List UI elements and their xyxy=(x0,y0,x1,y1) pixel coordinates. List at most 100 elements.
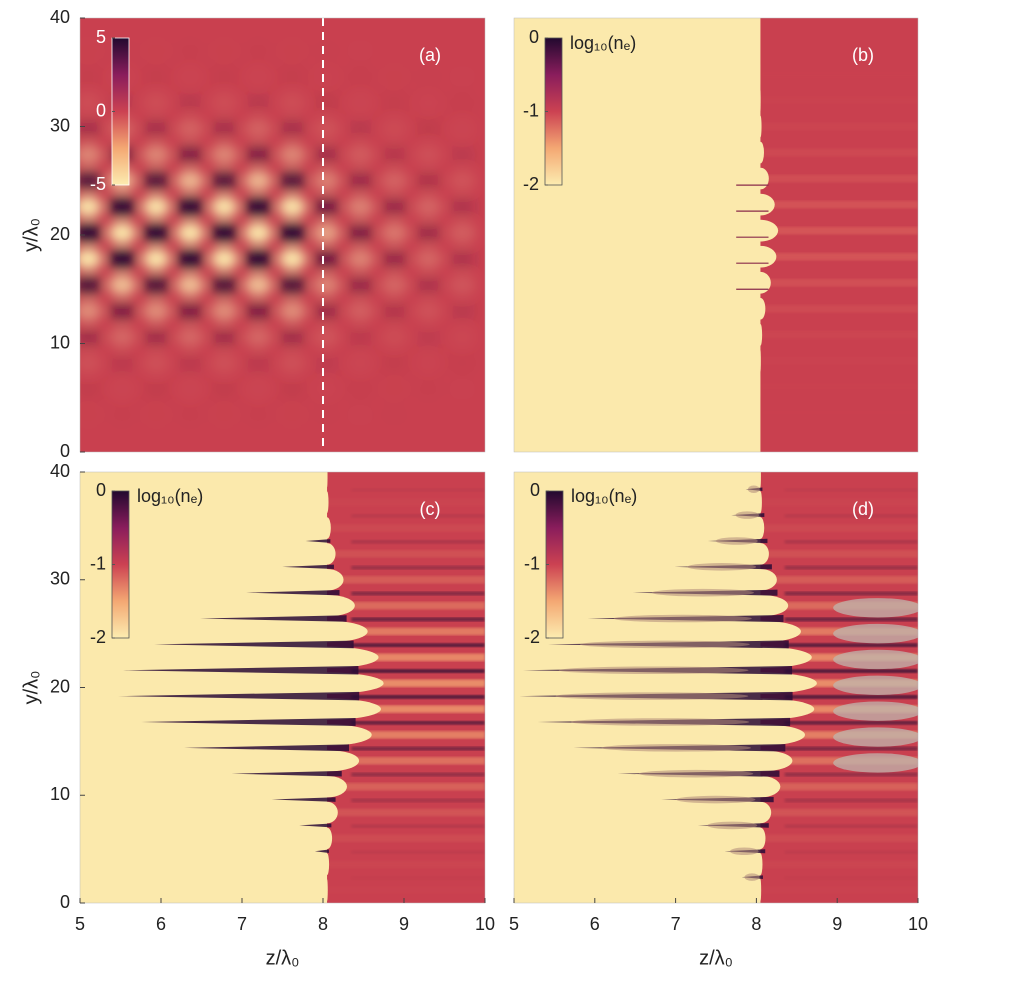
dark-streak xyxy=(351,850,485,854)
streak xyxy=(327,731,485,739)
bulge xyxy=(732,594,789,617)
field-blob xyxy=(244,352,272,374)
bulge xyxy=(743,568,777,591)
dark-streak xyxy=(785,876,918,880)
streak xyxy=(327,860,485,868)
field-blob xyxy=(380,143,409,166)
streak xyxy=(760,524,918,532)
field-blob xyxy=(312,66,340,88)
spike-halo xyxy=(613,614,752,623)
field-blob xyxy=(278,404,306,426)
grain-blob xyxy=(833,675,918,696)
bulge xyxy=(275,646,379,669)
bulge xyxy=(719,620,801,643)
field-blob xyxy=(80,300,102,322)
field-blob xyxy=(142,248,170,270)
spike xyxy=(299,823,332,828)
field-blob xyxy=(278,14,306,36)
field-blob xyxy=(244,430,272,452)
field-blob xyxy=(142,169,170,192)
dark-streak xyxy=(351,798,485,803)
field-blob xyxy=(244,378,272,400)
field-blob xyxy=(414,274,443,296)
streak xyxy=(327,575,485,584)
bulge xyxy=(709,646,812,669)
x-tick-label: 5 xyxy=(75,914,85,934)
field-blob xyxy=(210,221,238,244)
field-blob xyxy=(244,169,272,192)
field-blob xyxy=(176,300,204,322)
field-blob xyxy=(381,404,409,426)
field-blob xyxy=(210,143,238,166)
field-blob xyxy=(142,378,170,400)
field-blob xyxy=(108,221,136,244)
field-blob xyxy=(312,195,341,218)
field-blob xyxy=(108,352,136,374)
field-blob xyxy=(448,300,477,322)
field-blob xyxy=(278,248,306,270)
field-blob xyxy=(244,195,272,218)
field-blob xyxy=(108,326,136,348)
colorbar-tick-label: 0 xyxy=(529,27,539,47)
field-blob xyxy=(312,352,341,374)
field-blob xyxy=(346,143,375,166)
streak xyxy=(760,96,918,105)
colorbar-tick-label: 0 xyxy=(96,100,106,120)
bulge xyxy=(728,749,793,772)
streak xyxy=(760,808,918,817)
spike-halo xyxy=(687,563,757,571)
field-blob xyxy=(449,40,477,62)
field-blob xyxy=(415,14,443,36)
bulge xyxy=(273,698,382,720)
dark-streak xyxy=(351,746,485,751)
grain-blob xyxy=(833,649,918,670)
field-blob xyxy=(414,143,443,166)
field-blob xyxy=(80,274,102,296)
x-tick-label: 9 xyxy=(832,914,842,934)
y-tick-label: 30 xyxy=(50,115,70,135)
bulge xyxy=(323,517,331,539)
field-blob xyxy=(176,195,204,218)
dark-streak xyxy=(784,617,918,622)
spike xyxy=(271,797,336,802)
field-blob xyxy=(210,430,238,452)
bulge xyxy=(758,323,763,346)
spike xyxy=(314,849,329,854)
field-blob xyxy=(448,169,477,192)
dark-streak xyxy=(784,591,918,596)
field-blob xyxy=(210,14,238,36)
field-blob xyxy=(74,66,102,88)
field-blob xyxy=(381,66,409,88)
field-blob xyxy=(210,404,238,426)
field-blob xyxy=(108,378,136,400)
spike-halo xyxy=(744,873,760,881)
dark-streak xyxy=(784,824,918,829)
grain-blob xyxy=(833,727,918,747)
field-blob xyxy=(312,404,340,426)
field-blob xyxy=(108,404,136,426)
field-blob xyxy=(312,117,341,140)
field-blob xyxy=(312,300,341,322)
y-tick-label: 10 xyxy=(50,332,70,352)
bulge xyxy=(742,219,779,242)
streak xyxy=(760,886,918,894)
streak xyxy=(327,524,485,532)
field-blob xyxy=(74,430,102,452)
colorbar-tick-label: -5 xyxy=(90,174,106,194)
x-tick-label: 5 xyxy=(509,914,519,934)
x-tick-label: 8 xyxy=(751,914,761,934)
panel xyxy=(514,18,918,452)
field-blob xyxy=(74,404,102,426)
dark-streak xyxy=(351,514,485,518)
streak xyxy=(327,550,485,558)
field-blob xyxy=(346,117,375,140)
x-tick-label: 10 xyxy=(475,914,495,934)
field-blob xyxy=(312,221,341,244)
streak xyxy=(760,304,918,313)
field-blob xyxy=(80,195,102,218)
panel-label: (b) xyxy=(852,45,874,65)
field-blob xyxy=(142,66,170,88)
field-blob xyxy=(448,248,477,270)
spike-halo xyxy=(729,847,759,856)
field-blob xyxy=(176,352,204,374)
